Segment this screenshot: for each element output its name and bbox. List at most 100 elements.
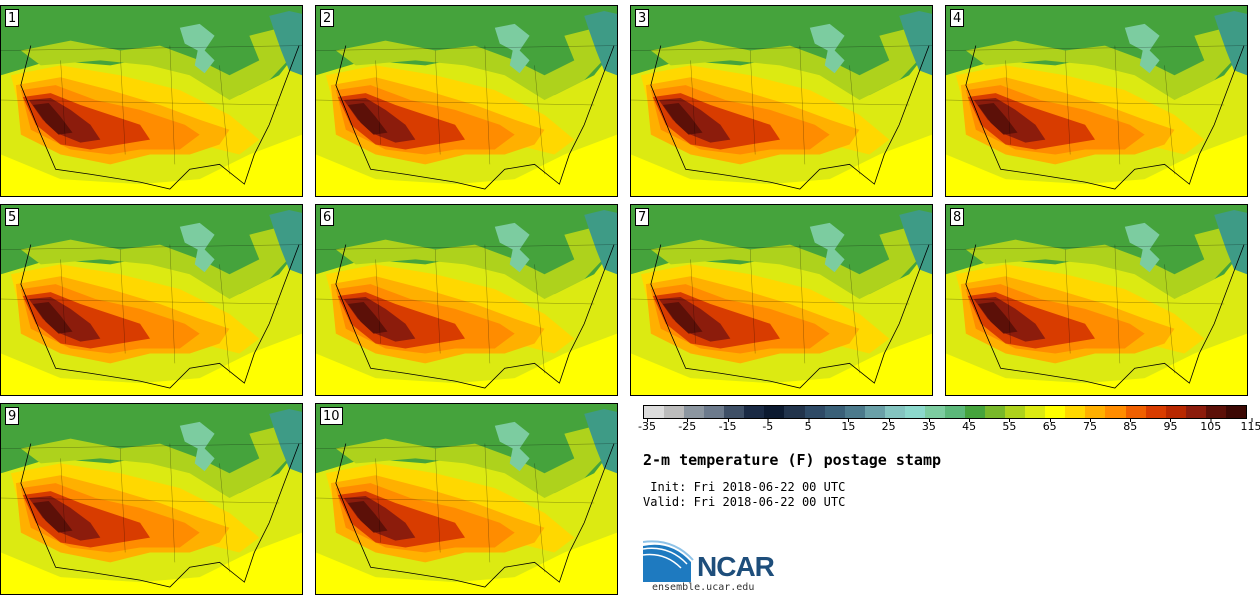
member-number: 5 (5, 208, 20, 226)
member-panel-4: 4 (945, 5, 1248, 197)
state-border (219, 65, 230, 175)
state-border (219, 463, 230, 573)
coastline (20, 244, 300, 389)
temperature-map (946, 6, 1247, 196)
coastline (20, 443, 300, 588)
colorbar-swatch (1005, 406, 1026, 418)
ncar-logo-icon (643, 540, 694, 582)
temperature-region (494, 421, 530, 472)
state-border (484, 45, 491, 165)
temperature-region (179, 23, 215, 74)
temperature-region (347, 301, 388, 334)
state-border (1114, 45, 1121, 165)
state-border (60, 458, 66, 543)
colorbar-swatch (965, 406, 986, 418)
temperature-region (809, 222, 845, 273)
state-border (316, 497, 595, 504)
state-border (1, 244, 302, 250)
temperature-region (650, 224, 932, 300)
colorbar-swatch (644, 406, 665, 418)
temperature-region (335, 423, 617, 499)
colorbar-swatch (985, 406, 1006, 418)
member-panel-1: 1 (0, 5, 303, 197)
member-number: 2 (320, 9, 335, 27)
state-border (946, 99, 1225, 106)
state-border (1, 99, 280, 106)
state-border (169, 45, 176, 165)
state-border (316, 443, 617, 449)
state-border (631, 99, 910, 106)
temperature-region (494, 222, 530, 273)
state-border (316, 244, 617, 250)
state-border (1, 298, 280, 305)
colorbar-swatch (884, 406, 905, 418)
member-number: 3 (635, 9, 650, 27)
colorbar-tick-label: 15 (841, 418, 856, 433)
temperature-map (316, 404, 617, 594)
temperature-region (179, 421, 215, 472)
colorbar-swatch (1205, 406, 1226, 418)
state-border (120, 249, 126, 354)
colorbar-tick-label: -5 (762, 418, 774, 433)
member-panel-9: 9 (0, 403, 303, 595)
colorbar-swatch (764, 406, 785, 418)
colorbar-swatch (1025, 406, 1046, 418)
state-border (219, 264, 230, 374)
colorbar-tick-label: 65 (1042, 418, 1057, 433)
state-border (631, 244, 932, 250)
temperature-region (977, 102, 1018, 135)
colorbar-tick-label: 35 (921, 418, 936, 433)
state-border (849, 264, 860, 374)
state-border (534, 463, 545, 573)
temperature-region (1124, 23, 1160, 74)
colorbar-swatch (1185, 406, 1206, 418)
member-number: 10 (320, 407, 343, 425)
state-border (316, 298, 595, 305)
coastline (965, 45, 1245, 190)
temperature-region (347, 102, 388, 135)
temperature-region (335, 25, 617, 101)
state-border (750, 50, 756, 155)
member-panel-5: 5 (0, 204, 303, 396)
state-border (60, 60, 66, 145)
temperature-map (631, 205, 932, 395)
temperature-region (965, 25, 1247, 101)
temperature-region (662, 301, 703, 334)
colorbar-tick-label: 5 (804, 418, 812, 433)
colorbar-tick-label: 45 (962, 418, 977, 433)
temperature-region (20, 25, 302, 101)
colorbar-tick-label: 25 (881, 418, 896, 433)
colorbar-tick-label: 55 (1002, 418, 1017, 433)
state-border (631, 45, 932, 51)
colorbar-swatch (824, 406, 845, 418)
state-border (534, 65, 545, 175)
colorbar-swatch (1225, 406, 1246, 418)
valid-time: Valid: Fri 2018-06-22 00 UTC (643, 495, 846, 509)
temperature-map (631, 6, 932, 196)
temperature-region (650, 25, 932, 101)
state-border (1164, 65, 1175, 175)
temperature-region (32, 301, 73, 334)
member-number: 8 (950, 208, 965, 226)
member-panel-8: 8 (945, 204, 1248, 396)
colorbar-tick-label: 115 (1240, 418, 1260, 433)
ncar-logo-text: NCAR (697, 551, 775, 582)
state-border (849, 65, 860, 175)
state-border (435, 448, 441, 553)
state-border (946, 45, 1247, 51)
temperature-region (20, 224, 302, 300)
member-number: 9 (5, 407, 20, 425)
temperature-region (662, 102, 703, 135)
colorbar-swatch (944, 406, 965, 418)
state-border (946, 298, 1225, 305)
colorbar-swatch (904, 406, 925, 418)
temperature-region (179, 222, 215, 273)
coastline (650, 45, 930, 190)
state-border (1164, 264, 1175, 374)
member-panel-10: 10 (315, 403, 618, 595)
state-border (534, 264, 545, 374)
state-border (484, 244, 491, 364)
state-border (169, 244, 176, 364)
state-border (316, 45, 617, 51)
colorbar-swatch (924, 406, 945, 418)
